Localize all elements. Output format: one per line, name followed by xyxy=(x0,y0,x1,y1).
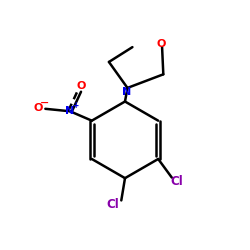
Text: O: O xyxy=(76,81,86,91)
Text: N: N xyxy=(122,87,131,97)
Text: +: + xyxy=(72,101,78,110)
Text: O: O xyxy=(156,39,166,49)
Text: −: − xyxy=(40,98,49,108)
Text: Cl: Cl xyxy=(171,176,183,188)
Text: N: N xyxy=(66,106,75,116)
Text: O: O xyxy=(34,103,43,113)
Text: Cl: Cl xyxy=(106,198,119,211)
